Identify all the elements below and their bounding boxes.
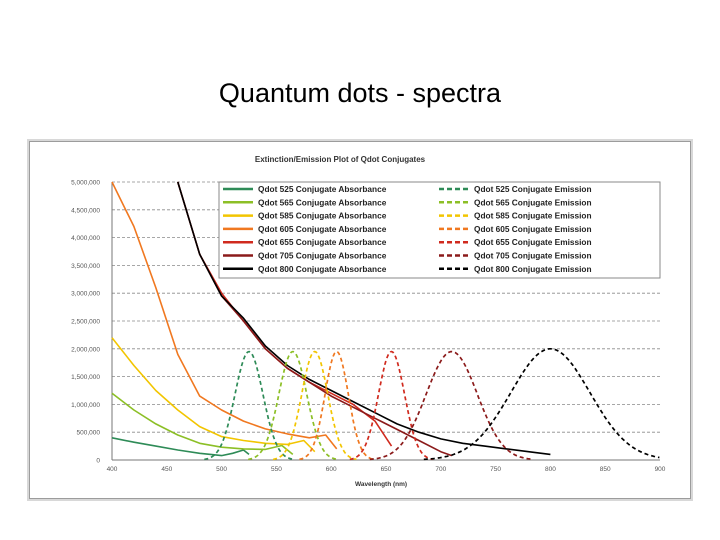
x-tick-label: 850: [600, 466, 611, 473]
y-tick-label: 4,500,000: [71, 207, 100, 214]
series-line: [177, 181, 551, 456]
y-tick-label: 3,000,000: [71, 291, 100, 298]
legend-label: Qdot 525 Conjugate Emission: [474, 184, 592, 194]
y-tick-label: 2,500,000: [71, 319, 100, 326]
legend-label: Qdot 800 Conjugate Emission: [474, 264, 592, 274]
series-line: [299, 350, 374, 461]
x-tick-label: 600: [326, 466, 337, 473]
x-tick-label: 550: [271, 466, 282, 473]
x-tick-label: 500: [216, 466, 227, 473]
y-tick-label: 2,000,000: [71, 346, 100, 353]
series-line: [349, 350, 434, 461]
x-tick-label: 650: [381, 466, 392, 473]
y-tick-label: 1,500,000: [71, 374, 100, 381]
legend-label: Qdot 605 Conjugate Emission: [474, 224, 592, 234]
x-tick-label: 700: [435, 466, 446, 473]
series-line: [111, 337, 316, 453]
x-axis-title: Wavelength (nm): [355, 481, 407, 488]
series-line: [111, 181, 338, 450]
chart-frame: Extinction/Emission Plot of Qdot Conjuga…: [29, 141, 691, 499]
series: [111, 181, 660, 461]
legend-label: Qdot 800 Conjugate Absorbance: [258, 264, 387, 274]
series-line: [369, 350, 534, 461]
series-line: [248, 350, 338, 461]
legend-label: Qdot 655 Conjugate Absorbance: [258, 237, 387, 247]
y-axis-ticks: 0 500,000 1,000,000 1,500,000 2,000,000 2,500…: [71, 180, 100, 465]
x-tick-label: 400: [107, 466, 118, 473]
legend-label: Qdot 585 Conjugate Emission: [474, 211, 592, 221]
legend-label: Qdot 705 Conjugate Absorbance: [258, 251, 387, 261]
x-tick-label: 900: [655, 466, 666, 473]
series-line: [204, 350, 294, 461]
x-tick-label: 450: [161, 466, 172, 473]
legend-label: Qdot 585 Conjugate Absorbance: [258, 211, 387, 221]
chart-title: Extinction/Emission Plot of Qdot Conjuga…: [255, 155, 426, 164]
legend-label: Qdot 605 Conjugate Absorbance: [258, 224, 387, 234]
series-line: [272, 350, 357, 461]
legend-label: Qdot 705 Conjugate Emission: [474, 251, 592, 261]
series-line: [111, 437, 250, 457]
series-line: [423, 347, 660, 461]
chart: Extinction/Emission Plot of Qdot Conjuga…: [71, 155, 666, 488]
slide-title: Quantum dots - spectra: [218, 78, 502, 108]
y-tick-label: 3,500,000: [71, 263, 100, 270]
legend-label: Qdot 525 Conjugate Absorbance: [258, 184, 387, 194]
y-tick-label: 4,000,000: [71, 235, 100, 242]
x-tick-label: 800: [545, 466, 556, 473]
y-tick-label: 5,000,000: [71, 180, 100, 187]
y-tick-label: 500,000: [77, 430, 101, 437]
legend-label: Qdot 655 Conjugate Emission: [474, 237, 592, 247]
legend-label: Qdot 565 Conjugate Emission: [474, 197, 592, 207]
y-tick-label: 1,000,000: [71, 402, 100, 409]
y-tick-label: 0: [96, 458, 100, 465]
x-tick-label: 750: [490, 466, 501, 473]
legend: Qdot 525 Conjugate Absorbance Qdot 565 Co…: [223, 184, 592, 274]
x-axis-ticks: 400 450 500 550 600 650 700 750 800 850 900: [107, 466, 666, 473]
series-line: [111, 392, 294, 456]
legend-label: Qdot 565 Conjugate Absorbance: [258, 197, 387, 207]
